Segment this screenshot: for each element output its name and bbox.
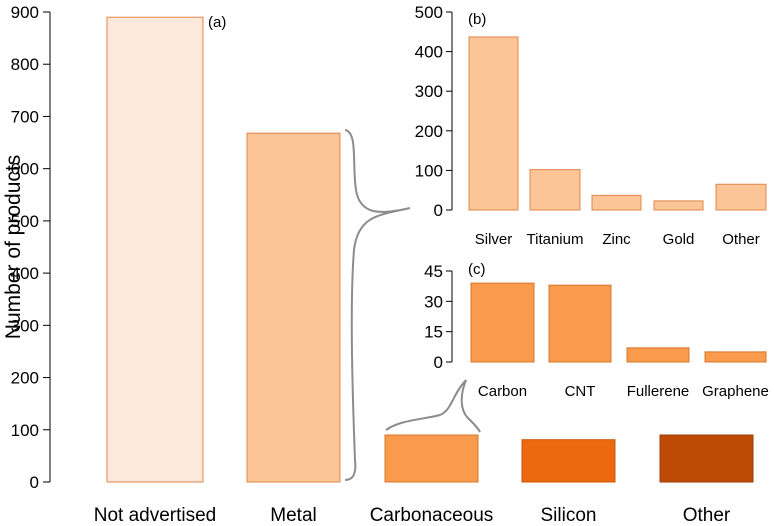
x-tick-label-metal: Metal — [270, 505, 316, 526]
bar-other — [659, 434, 754, 483]
inset-chart-b: 0 100 200 300 400 500 Silver Titanium Zinc Gold Ot… — [415, 3, 767, 248]
inset-b-x-label-titanium: Titanium — [527, 231, 584, 248]
x-tick-label-not-advertised: Not advertised — [94, 505, 217, 526]
inset-b-x-label-other: Other — [722, 231, 760, 248]
x-tick-label-other: Other — [683, 505, 731, 526]
inset-b-y-tick-label: 300 — [415, 82, 443, 101]
zoom-brace-carbonaceous — [385, 379, 481, 433]
inset-c-y-tick-label: 15 — [424, 323, 443, 342]
inset-b-y-tick-label: 500 — [415, 3, 443, 22]
inset-c-x-label-fullerene: Fullerene — [627, 383, 690, 400]
y-tick-label: 800 — [11, 55, 39, 74]
inset-b-y-tick-label: 400 — [415, 43, 443, 62]
inset-b-x-label-zinc: Zinc — [602, 231, 631, 248]
zoom-brace-metal — [344, 129, 411, 481]
y-tick-label: 700 — [11, 107, 39, 126]
inset-b-bar-zinc — [591, 194, 642, 211]
panel-label-c: (c) — [468, 261, 486, 278]
inset-b-bar-silver — [468, 36, 519, 211]
bar-not-advertised — [106, 16, 204, 483]
panel-label-a: (a) — [208, 14, 226, 31]
bar-metal — [246, 132, 341, 483]
inset-b-y-tick-label: 200 — [415, 122, 443, 141]
x-tick-label-silicon: Silicon — [541, 505, 597, 526]
y-tick-label: 200 — [11, 369, 39, 388]
y-tick-label: 900 — [11, 3, 39, 22]
inset-c-y-tick-label: 0 — [434, 353, 443, 372]
inset-b-x-label-gold: Gold — [663, 231, 695, 248]
bar-silicon — [521, 439, 616, 483]
inset-c-bar-carbon — [470, 282, 535, 363]
inset-b-x-label-silver: Silver — [475, 231, 513, 248]
inset-b-bar-other — [715, 183, 767, 211]
inset-c-x-label-graphene: Graphene — [702, 383, 769, 400]
inset-c-bar-fullerene — [626, 347, 690, 363]
inset-chart-c: 0 15 30 45 Carbon CNT Fullerene Graphene (c) — [424, 261, 769, 400]
y-axis-label: Number of products — [2, 155, 25, 339]
y-tick-label: 600 — [11, 160, 39, 179]
bar-carbonaceous — [384, 434, 479, 483]
inset-c-y-tick-label: 30 — [424, 292, 443, 311]
y-tick-label: 500 — [11, 212, 39, 231]
inset-c-bar-cnt — [548, 284, 612, 363]
inset-c-y-tick-label: 45 — [424, 262, 443, 281]
panel-label-b: (b) — [468, 11, 486, 28]
y-tick-label: 400 — [11, 264, 39, 283]
inset-c-x-label-carbon: Carbon — [478, 383, 527, 400]
inset-c-bar-graphene — [704, 351, 767, 363]
x-tick-label-carbonaceous: Carbonaceous — [370, 505, 494, 526]
inset-b-bar-gold — [653, 200, 704, 211]
zoom-braces — [344, 129, 481, 481]
y-tick-label: 0 — [30, 473, 39, 492]
y-tick-label: 300 — [11, 316, 39, 335]
inset-b-y-tick-label: 100 — [415, 161, 443, 180]
inset-b-bar-titanium — [529, 169, 581, 211]
inset-c-x-label-cnt: CNT — [565, 383, 596, 400]
y-tick-label: 100 — [11, 421, 39, 440]
inset-b-y-tick-label: 0 — [434, 201, 443, 220]
